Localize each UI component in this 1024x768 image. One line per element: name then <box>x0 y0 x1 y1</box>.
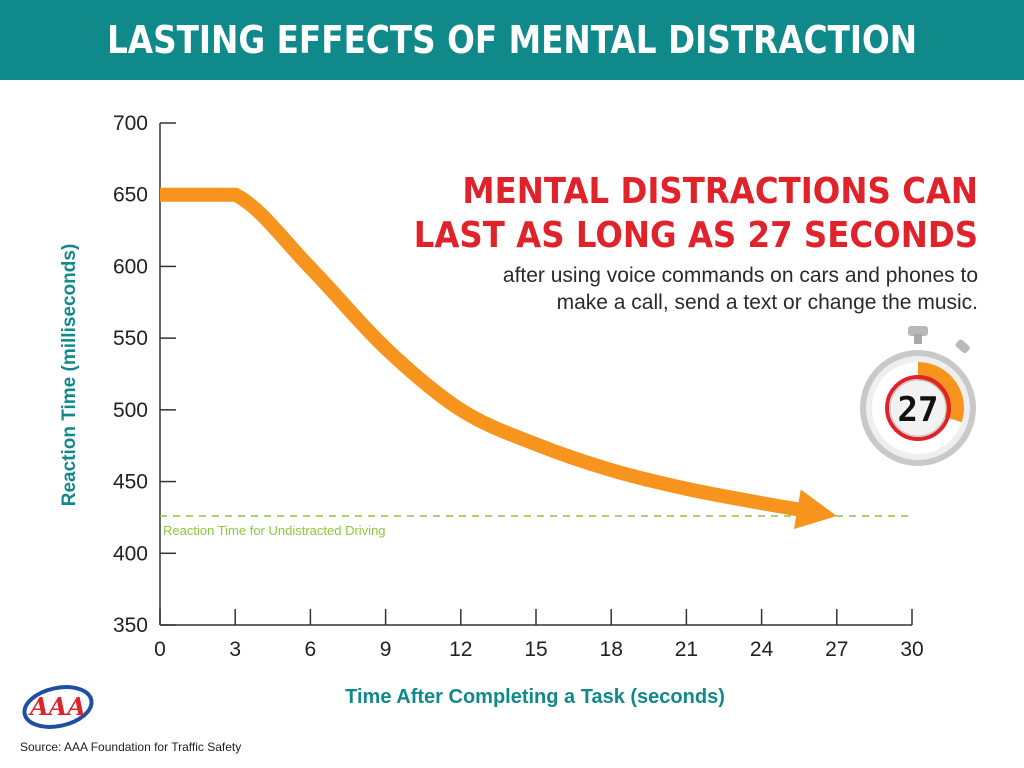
subtext-line-1: after using voice commands on cars and p… <box>502 264 978 287</box>
y-tick-label: 550 <box>113 327 148 350</box>
headline-line-1: MENTAL DISTRACTIONS CAN <box>462 171 979 212</box>
timer-value: 27 <box>898 390 939 430</box>
subtext-line-2: make a call, send a text or change the m… <box>556 291 978 314</box>
reference-line-label: Reaction Time for Undistracted Driving <box>163 523 386 538</box>
subtext: after using voice commands on cars and p… <box>503 262 978 316</box>
stopwatch-icon: 27 <box>860 326 976 466</box>
x-tick-label: 30 <box>900 638 923 661</box>
x-tick-label: 24 <box>750 638 774 661</box>
x-tick-label: 0 <box>154 638 166 661</box>
y-tick-label: 400 <box>113 542 148 565</box>
x-tick-label: 27 <box>825 638 848 661</box>
logo-text: AAA <box>28 692 86 721</box>
x-axis-label: Time After Completing a Task (seconds) <box>345 686 725 708</box>
x-tick-label: 6 <box>305 638 317 661</box>
x-tick-label: 9 <box>380 638 392 661</box>
x-tick-label: 15 <box>524 638 547 661</box>
y-tick-label: 600 <box>113 255 148 278</box>
headline: MENTAL DISTRACTIONS CAN LAST AS LONG AS … <box>351 170 978 258</box>
y-tick-label: 700 <box>113 112 148 135</box>
y-tick-label: 650 <box>113 184 148 207</box>
source-note: Source: AAA Foundation for Traffic Safet… <box>20 740 242 754</box>
y-axis-label: Reaction Time (milliseconds) <box>59 243 80 507</box>
page-title: LASTING EFFECTS OF MENTAL DISTRACTION <box>106 18 918 62</box>
x-tick-label: 21 <box>675 638 698 661</box>
x-tick-label: 12 <box>449 638 472 661</box>
aaa-logo: AAA <box>22 685 94 729</box>
headline-line-2: LAST AS LONG AS 27 SECONDS <box>413 215 978 256</box>
x-tick-label: 18 <box>600 638 623 661</box>
y-tick-label: 500 <box>113 399 148 422</box>
chart-axes: 350 400 450 500 550 600 650 700 0 3 6 9 12 15 18 21 24 27… <box>113 112 924 661</box>
reaction-time-curve <box>160 187 807 518</box>
reference-line-group: Reaction Time for Undistracted Driving <box>160 515 912 538</box>
title-banner: LASTING EFFECTS OF MENTAL DISTRACTION <box>0 0 1024 80</box>
curve-arrowhead <box>793 489 837 529</box>
series-group <box>160 187 837 529</box>
y-tick-label: 450 <box>113 471 148 494</box>
y-tick-label: 350 <box>113 614 148 637</box>
x-tick-label: 3 <box>229 638 241 661</box>
